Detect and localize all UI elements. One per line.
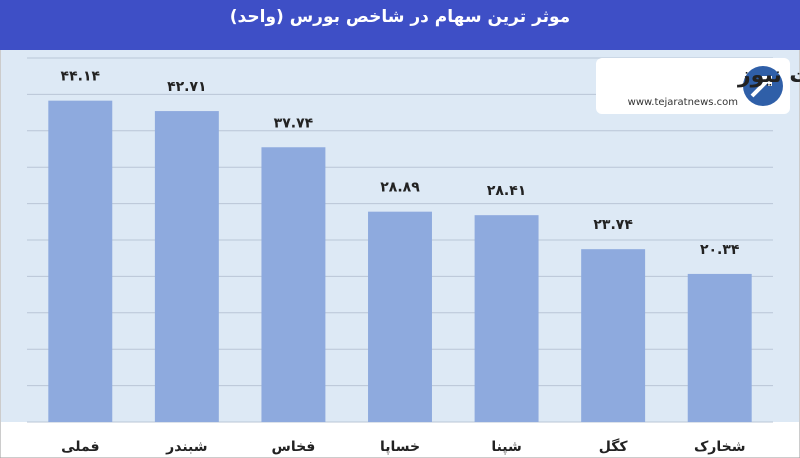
logo: تجارت نیوز www.tejaratnews.com [596,58,800,114]
bar [368,211,432,422]
value-label: ۳۷.۷۴ [274,115,314,131]
bar [581,249,646,422]
bar [154,111,219,422]
x-tick-label: شبندر [165,439,207,455]
bar [48,100,113,422]
logo-arrow [750,76,772,98]
value-label: ۲۸.۸۹ [380,180,420,196]
x-tick-label: خساپا [380,439,420,455]
value-label: ۴۴.۱۴ [61,69,101,85]
bar [687,273,752,422]
logo-url: www.tejaratnews.com [628,97,738,108]
x-tick-label: فملی [61,439,99,455]
header-band [0,0,800,50]
logo-background [596,58,790,114]
value-label: ۴۲.۷۱ [167,79,207,95]
x-tick-label: فخاس [272,439,316,455]
value-label: ۲۰.۳۴ [700,242,740,258]
value-label: ۲۳.۷۴ [593,217,633,233]
bar [474,215,539,422]
x-tick-label: شپنا [491,439,521,455]
logo-name: تجارت نیوز [737,63,800,88]
chart-title: موثر ترین سهام در شاخص بورس (واحد) [230,7,570,27]
x-tick-label: شخارک [694,439,746,455]
value-label: ۲۸.۴۱ [487,183,527,199]
bar [261,147,326,422]
x-tick-label: کگل [599,438,629,455]
